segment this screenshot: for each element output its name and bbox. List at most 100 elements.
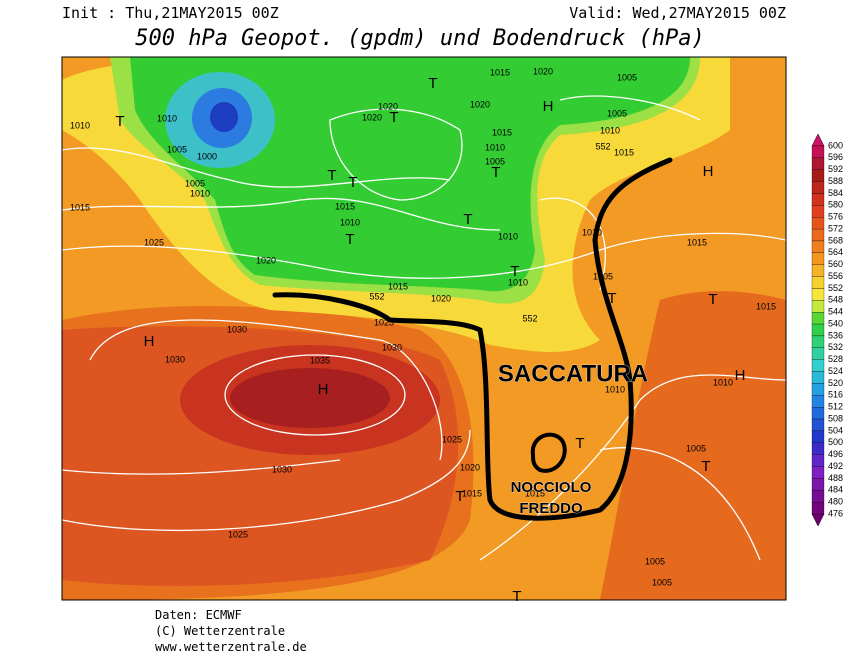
isobar-label: 1030: [382, 342, 402, 352]
colorbar-swatch: [811, 407, 825, 420]
colorbar-label: 556: [828, 271, 843, 281]
colorbar-swatch: [811, 300, 825, 313]
isobar-label: 1010: [713, 377, 733, 387]
colorbar-swatch: [811, 371, 825, 384]
pressure-center: H: [703, 163, 714, 180]
colorbar-swatch: [811, 193, 825, 206]
isobar-label: 1010: [190, 188, 210, 198]
isobar-label: 1025: [374, 317, 394, 327]
isobar-label: 1005: [593, 271, 613, 281]
colorbar-label: 476: [828, 508, 843, 518]
annotation: SACCATURA: [498, 360, 648, 387]
isobar-label: 1005: [645, 556, 665, 566]
footer-line: (C) Wetterzentrale: [155, 624, 285, 638]
colorbar-label: 600: [828, 140, 843, 150]
colorbar-label: 584: [828, 188, 843, 198]
pressure-center: T: [115, 113, 124, 130]
colorbar-swatch: [811, 169, 825, 182]
colorbar-label: 496: [828, 449, 843, 459]
colorbar-swatch: [811, 205, 825, 218]
isobar-label: 1035: [310, 355, 330, 365]
annotation: NOCCIOLO: [511, 479, 592, 496]
isobar-label: 1010: [508, 277, 528, 287]
colorbar-swatch: [811, 264, 825, 277]
colorbar-label: 492: [828, 461, 843, 471]
isobar-label: 1000: [197, 151, 217, 161]
field-orange-east: [600, 291, 786, 600]
colorbar-swatch: [811, 181, 825, 194]
colorbar-swatch: [811, 145, 825, 159]
field-deep-blue: [210, 102, 238, 132]
isobar-label: 1020: [431, 293, 451, 303]
colorbar-swatch: [811, 490, 825, 503]
map-title: 500 hPa Geopot. (gpdm) und Bodendruck (h…: [135, 26, 705, 51]
map-frame: [61, 56, 787, 601]
isobar-label: 1010: [70, 120, 90, 130]
isobar-label: 1015: [687, 237, 707, 247]
colorbar-label: 504: [828, 425, 843, 435]
colorbar-label: 580: [828, 200, 843, 210]
colorbar-swatch: [811, 395, 825, 408]
colorbar-swatch: [811, 442, 825, 455]
pressure-center: T: [575, 435, 584, 452]
isobar-label: 1015: [756, 301, 776, 311]
pressure-center: H: [735, 367, 746, 384]
colorbar-swatch: [811, 430, 825, 443]
colorbar-label: 548: [828, 295, 843, 305]
colorbar-swatch: [811, 323, 825, 337]
isobar-label: 1010: [498, 231, 518, 241]
map-area: [62, 57, 786, 600]
pressure-center: T: [345, 231, 354, 248]
colorbar-swatch: [811, 347, 825, 360]
pressure-center: T: [512, 588, 521, 605]
field-dark-red: [230, 368, 390, 428]
geopotential-label: 552: [522, 313, 537, 323]
isobar-label: 1005: [485, 156, 505, 166]
colorbar-label: 500: [828, 437, 843, 447]
colorbar-label: 516: [828, 390, 843, 400]
colorbar-swatch: [811, 228, 825, 242]
init-time: Init : Thu,21MAY2015 00Z: [62, 4, 279, 22]
pressure-center: T: [510, 263, 519, 280]
colorbar-swatch: [811, 383, 825, 396]
colorbar-label: 512: [828, 402, 843, 412]
colorbar-label: 596: [828, 152, 843, 162]
isobars: [62, 95, 786, 561]
valid-time: Valid: Wed,27MAY2015 00Z: [569, 4, 786, 22]
pressure-center: T: [428, 75, 437, 92]
colorbar-label: 520: [828, 378, 843, 388]
isobar-label: 1005: [686, 443, 706, 453]
isobar-label: 1030: [227, 324, 247, 334]
colorbar-label: 544: [828, 307, 843, 317]
isobar-label: 1005: [607, 108, 627, 118]
colorbar-swatch: [811, 335, 825, 348]
pressure-center: T: [708, 291, 717, 308]
isobar-label: 1020: [256, 255, 276, 265]
pressure-center: H: [318, 381, 329, 398]
isobar-label: 1020: [470, 99, 490, 109]
colorbar-label: 552: [828, 283, 843, 293]
footer-line: www.wetterzentrale.de: [155, 640, 307, 654]
geopotential-label: 552: [369, 291, 384, 301]
colorbar-swatch: [811, 418, 825, 432]
isobar-label: 1005: [617, 72, 637, 82]
geopotential-label: 552: [595, 141, 610, 151]
colorbar-swatch: [811, 466, 825, 479]
colorbar-label: 484: [828, 485, 843, 495]
isobar-label: 1005: [185, 178, 205, 188]
pressure-center: H: [543, 98, 554, 115]
isobar-label: 1010: [157, 113, 177, 123]
isobar-label: 1025: [442, 434, 462, 444]
isobar-label: 1015: [335, 201, 355, 211]
colorbar-swatch: [811, 359, 825, 372]
isobar-label: 1015: [462, 488, 482, 498]
isobar-label: 1015: [492, 127, 512, 137]
pressure-center: T: [463, 211, 472, 228]
colorbar-swatch: [811, 312, 825, 325]
isobar-label: 1010: [600, 125, 620, 135]
pressure-center: T: [455, 488, 464, 505]
colorbar-label: 524: [828, 366, 843, 376]
isobar-label: 1015: [388, 281, 408, 291]
pressure-center: T: [607, 290, 616, 307]
